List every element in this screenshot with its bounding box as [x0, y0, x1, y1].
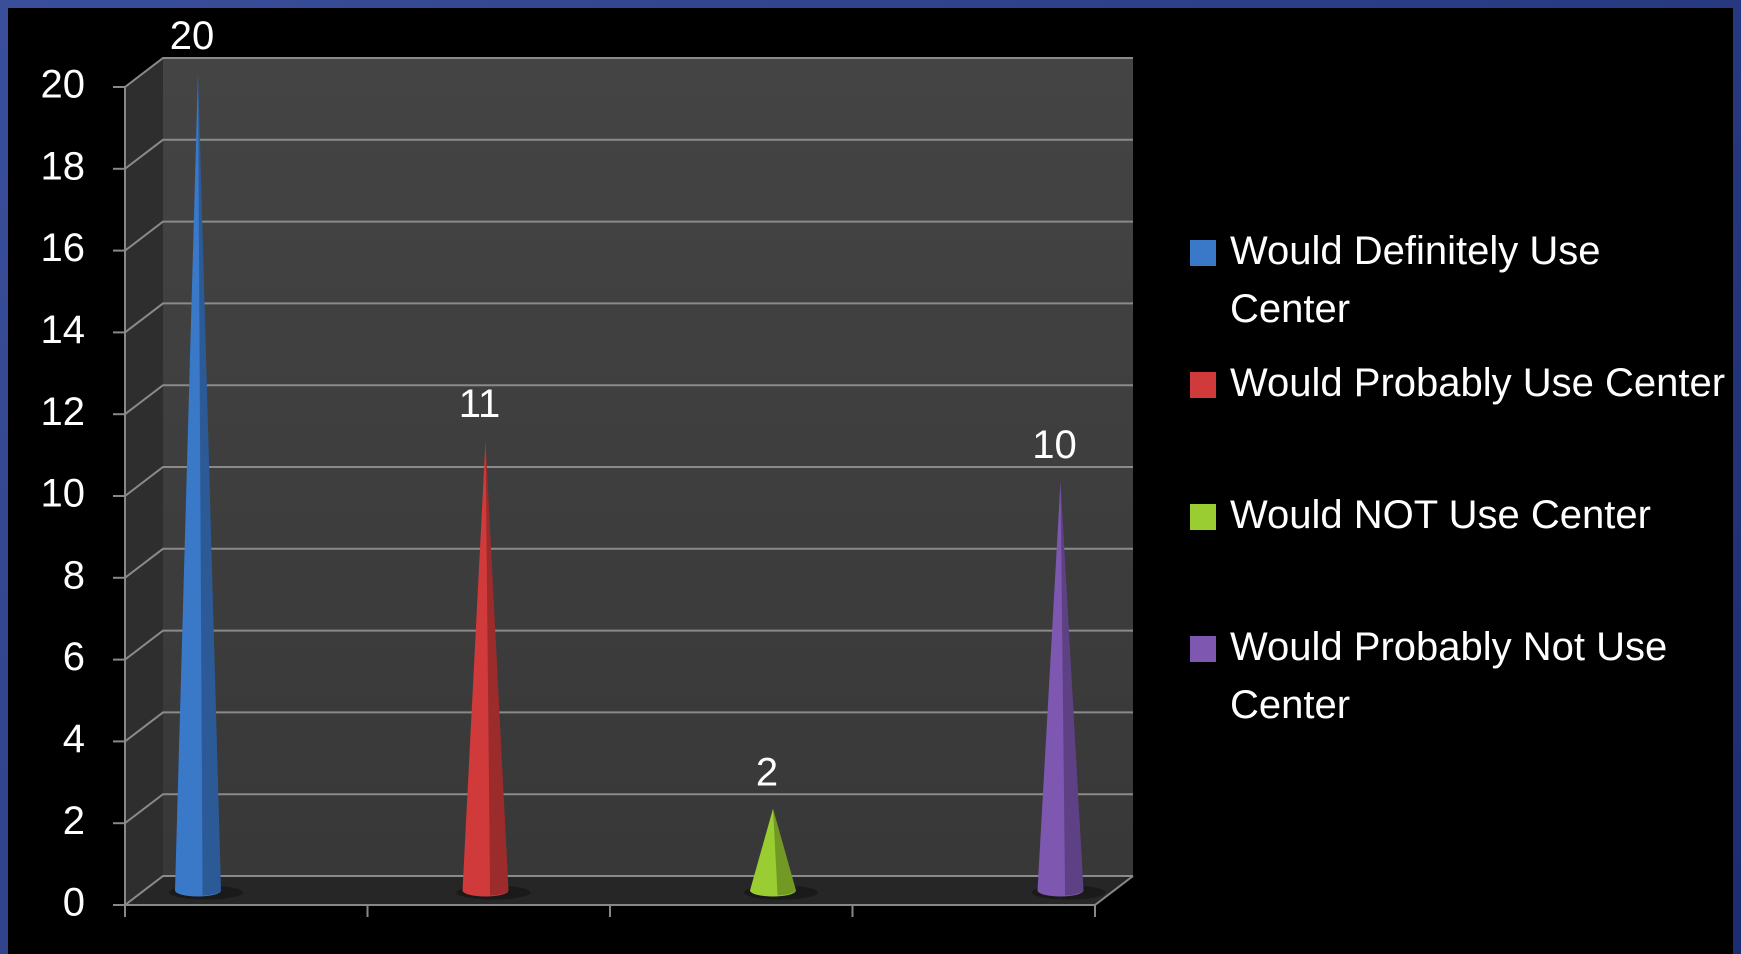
grid-line	[124, 384, 1133, 415]
cone	[750, 808, 796, 897]
cone-shade	[485, 440, 509, 896]
cone-shade	[1060, 481, 1084, 896]
cone-shade	[773, 808, 796, 896]
grid-line	[124, 302, 1133, 334]
legend-label: Would Definitely Use Center	[1230, 229, 1601, 331]
grid-line	[124, 220, 1133, 252]
cone	[462, 440, 509, 897]
floor-edge	[1094, 875, 1134, 906]
legend: Would Definitely Use Center Would Probabl…	[1190, 222, 1730, 750]
legend-label: Would NOT Use Center	[1230, 493, 1651, 537]
y-tick-label: 10	[41, 472, 86, 516]
y-tick-label: 18	[41, 144, 86, 188]
cone-shade	[198, 72, 221, 896]
data-label: 10	[1032, 423, 1077, 467]
y-tick-label: 14	[41, 308, 86, 352]
data-label: 20	[170, 14, 215, 58]
legend-swatch	[1190, 240, 1216, 266]
y-tick-label: 4	[63, 717, 85, 761]
plot-walls	[125, 58, 1133, 905]
legend-item: Would Definitely Use Center	[1190, 222, 1730, 354]
grid-line	[124, 547, 1133, 579]
legend-item: Would NOT Use Center	[1190, 486, 1730, 618]
data-label: 2	[756, 750, 778, 794]
grid-line	[124, 138, 1133, 170]
grid-line	[124, 57, 1133, 88]
legend-label: Would Probably Use Center	[1230, 361, 1726, 405]
legend-item: Would Probably Use Center	[1190, 354, 1730, 486]
legend-item: Would Probably Not Use Center	[1190, 618, 1730, 750]
grid-line	[124, 629, 1133, 661]
y-tick-label: 12	[41, 390, 86, 434]
y-tick-label: 2	[63, 799, 85, 843]
y-tick-label: 16	[41, 226, 86, 270]
grid-line	[124, 875, 1133, 906]
grid-line	[124, 466, 1133, 497]
y-tick-label: 8	[63, 553, 85, 597]
legend-swatch	[1190, 372, 1216, 398]
cone	[175, 72, 221, 897]
legend-swatch	[1190, 504, 1216, 530]
y-tick-label: 20	[41, 63, 86, 107]
legend-label: Would Probably Not Use Center	[1230, 625, 1668, 727]
y-tick-label: 0	[63, 881, 85, 925]
grid-line	[124, 711, 1133, 743]
grid-line	[124, 793, 1133, 824]
data-label: 11	[459, 382, 501, 426]
floor	[125, 876, 1133, 905]
legend-swatch	[1190, 636, 1216, 662]
cone	[1037, 481, 1084, 897]
y-tick-label: 6	[63, 635, 85, 679]
